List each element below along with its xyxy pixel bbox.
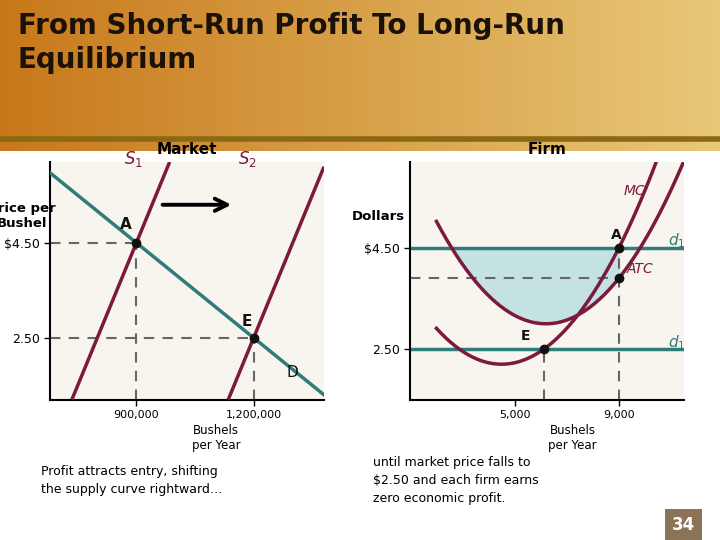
Text: MC: MC	[624, 184, 646, 198]
Text: Price per
Bushel: Price per Bushel	[0, 202, 55, 230]
Text: $d_1$: $d_1$	[668, 232, 685, 250]
Text: $S_1$: $S_1$	[124, 150, 143, 170]
Text: E: E	[521, 329, 530, 343]
Text: Bushels
per Year: Bushels per Year	[548, 424, 597, 452]
Text: Bushels
per Year: Bushels per Year	[192, 424, 240, 452]
Text: $d_1$: $d_1$	[668, 333, 685, 352]
Text: $S_2$: $S_2$	[238, 150, 257, 170]
Title: Firm: Firm	[528, 141, 567, 157]
Text: A: A	[120, 217, 132, 232]
Title: Market: Market	[157, 141, 217, 157]
Text: Profit attracts entry, shifting
the supply curve rightward…: Profit attracts entry, shifting the supp…	[40, 465, 222, 496]
Text: A: A	[611, 228, 622, 242]
Text: Dollars: Dollars	[351, 210, 405, 222]
Text: until market price falls to
$2.50 and each firm earns
zero economic profit.: until market price falls to $2.50 and ea…	[373, 456, 539, 505]
Text: ATC: ATC	[626, 262, 654, 276]
Text: 34: 34	[672, 516, 695, 534]
Text: From Short-Run Profit To Long-Run
Equilibrium: From Short-Run Profit To Long-Run Equili…	[18, 12, 565, 73]
Text: E: E	[242, 314, 252, 329]
Text: D: D	[287, 364, 299, 380]
